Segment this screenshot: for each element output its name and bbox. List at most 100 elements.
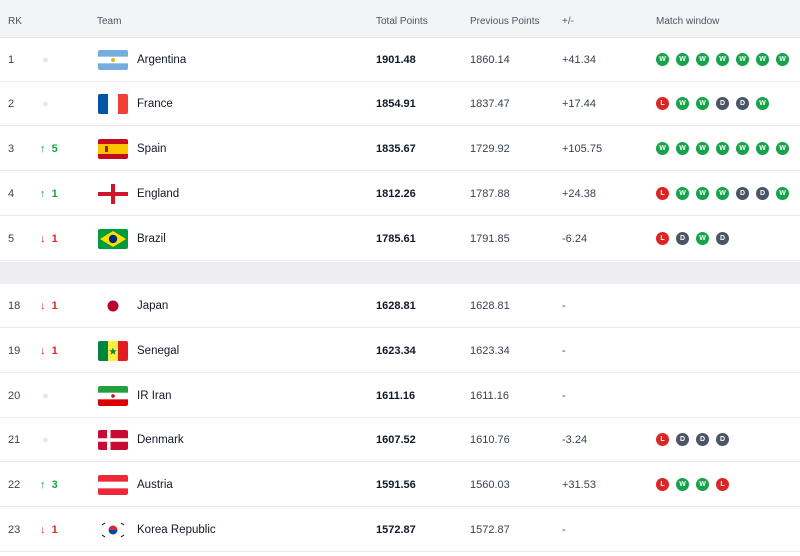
team-name-link[interactable]: Korea Republic (137, 523, 216, 536)
match-result-pill[interactable]: W (776, 186, 789, 200)
previous-points: 1791.85 (470, 232, 510, 245)
match-result-pill[interactable]: D (736, 186, 749, 200)
header-team[interactable]: Team (97, 16, 122, 27)
match-result-pill[interactable]: D (756, 186, 769, 200)
rank-movement-value: 1 (51, 299, 58, 312)
match-result-pill[interactable]: W (736, 141, 749, 155)
match-result-pill[interactable]: W (696, 186, 709, 200)
match-result-pill[interactable]: W (716, 141, 729, 155)
rank-number: 23 (8, 523, 21, 536)
arrow-down-icon: ↓ (40, 232, 46, 245)
match-result-pill[interactable]: D (716, 231, 729, 245)
match-result-pill[interactable]: D (736, 96, 749, 110)
austria-flag-icon (98, 474, 128, 495)
match-result-pill[interactable]: W (656, 141, 669, 155)
table-row[interactable]: 18 ↓ 1 Japan 1628.81 1628.81 - (0, 284, 800, 328)
points-change: +105.75 (562, 142, 603, 155)
no-change-dot-icon (43, 57, 48, 62)
match-result-pill[interactable]: W (696, 477, 709, 491)
table-row[interactable]: 20 IR Iran 1611.16 1611.16 - (0, 374, 800, 418)
team-name-link[interactable]: Japan (137, 299, 169, 312)
match-result-pill[interactable]: W (676, 96, 689, 110)
total-points: 1591.56 (376, 478, 416, 491)
match-result-pill[interactable]: L (716, 477, 729, 491)
points-change: +41.34 (562, 53, 596, 66)
team-name-link[interactable]: IR Iran (137, 389, 172, 402)
match-result-pill[interactable]: L (656, 186, 669, 200)
denmark-flag-icon (98, 429, 128, 450)
rank-movement: ↑ 5 (40, 143, 74, 155)
match-result-pill[interactable]: W (656, 52, 669, 66)
match-result-pill[interactable]: W (696, 231, 709, 245)
rank-number: 5 (8, 232, 15, 245)
previous-points: 1610.76 (470, 433, 510, 446)
total-points: 1623.34 (376, 344, 416, 357)
match-result-pill[interactable]: L (656, 96, 669, 110)
table-row[interactable]: 4 ↑ 1 England 1812.26 1787.88 +24.38 L W W W D D W (0, 172, 800, 216)
match-result-pill[interactable]: W (756, 141, 769, 155)
team-name-link[interactable]: Spain (137, 142, 167, 155)
team-name-link[interactable]: France (137, 97, 173, 110)
brazil-flag-icon (98, 228, 128, 249)
rank-movement-value: 5 (51, 142, 58, 155)
match-result-pill[interactable]: D (716, 432, 729, 446)
table-row[interactable]: 19 ↓ 1 Senegal 1623.34 1623.34 - (0, 329, 800, 373)
match-result-pill[interactable]: L (656, 432, 669, 446)
match-result-pill[interactable]: W (676, 52, 689, 66)
match-result-pill[interactable]: W (716, 52, 729, 66)
total-points: 1854.91 (376, 97, 416, 110)
match-result-pill[interactable]: W (756, 96, 769, 110)
match-result-pill[interactable]: W (736, 52, 749, 66)
table-row[interactable]: 23 ↓ 1 Korea Republic 1572.87 1572.87 - (0, 508, 800, 552)
table-row[interactable]: 1 Argentina 1901.48 1860.14 +41.34 W W W W W W W (0, 38, 800, 82)
header-previous-points[interactable]: Previous Points (470, 16, 540, 27)
japan-flag-icon (98, 295, 128, 316)
team-name-link[interactable]: England (137, 187, 180, 200)
match-result-pill[interactable]: D (676, 432, 689, 446)
table-row[interactable]: 22 ↑ 3 Austria 1591.56 1560.03 +31.53 L W W L (0, 463, 800, 507)
header-rank[interactable]: RK (8, 16, 22, 27)
total-points: 1812.26 (376, 187, 416, 200)
header-total-points[interactable]: Total Points (376, 16, 428, 27)
header-change[interactable]: +/- (562, 16, 574, 27)
match-result-pill[interactable]: W (776, 141, 789, 155)
rank-movement-value: 1 (51, 523, 58, 536)
total-points: 1572.87 (376, 523, 416, 536)
table-row[interactable]: 5 ↓ 1 Brazil 1785.61 1791.85 -6.24 L D W D (0, 217, 800, 261)
points-change: - (562, 389, 566, 402)
match-result-pill[interactable]: W (676, 477, 689, 491)
team-name-link[interactable]: Argentina (137, 53, 187, 66)
rank-number: 1 (8, 53, 15, 66)
england-flag-icon (98, 183, 128, 204)
team-name-link[interactable]: Brazil (137, 232, 166, 245)
match-result-pill[interactable]: W (716, 186, 729, 200)
match-result-pill[interactable]: W (776, 52, 789, 66)
match-result-pill[interactable]: W (696, 141, 709, 155)
team-name-link[interactable]: Senegal (137, 344, 180, 357)
match-result-pill[interactable]: D (716, 96, 729, 110)
points-change: - (562, 299, 566, 312)
header-match-window[interactable]: Match window (656, 16, 720, 27)
rank-number: 20 (8, 389, 21, 402)
previous-points: 1837.47 (470, 97, 510, 110)
match-result-pill[interactable]: W (676, 186, 689, 200)
match-result-pill[interactable]: D (696, 432, 709, 446)
table-row[interactable]: 21 Denmark 1607.52 1610.76 -3.24 L D D D (0, 418, 800, 462)
rank-movement: ↓ 1 (40, 300, 74, 312)
rank-number: 2 (8, 97, 15, 110)
iran-flag-icon (98, 385, 128, 406)
match-result-pill[interactable]: W (676, 141, 689, 155)
match-result-pill[interactable]: L (656, 231, 669, 245)
team-name-link[interactable]: Denmark (137, 433, 184, 446)
arrow-down-icon: ↓ (40, 299, 46, 312)
match-result-pill[interactable]: L (656, 477, 669, 491)
team-name-link[interactable]: Austria (137, 478, 173, 491)
points-change: -6.24 (562, 232, 588, 245)
table-row[interactable]: 2 France 1854.91 1837.47 +17.44 L W W D D W (0, 82, 800, 126)
match-result-pill[interactable]: D (676, 231, 689, 245)
match-result-pill[interactable]: W (696, 96, 709, 110)
match-result-pill[interactable]: W (756, 52, 769, 66)
match-result-pill[interactable]: W (696, 52, 709, 66)
table-row[interactable]: 3 ↑ 5 Spain 1835.67 1729.92 +105.75 W W W W W W W (0, 127, 800, 171)
